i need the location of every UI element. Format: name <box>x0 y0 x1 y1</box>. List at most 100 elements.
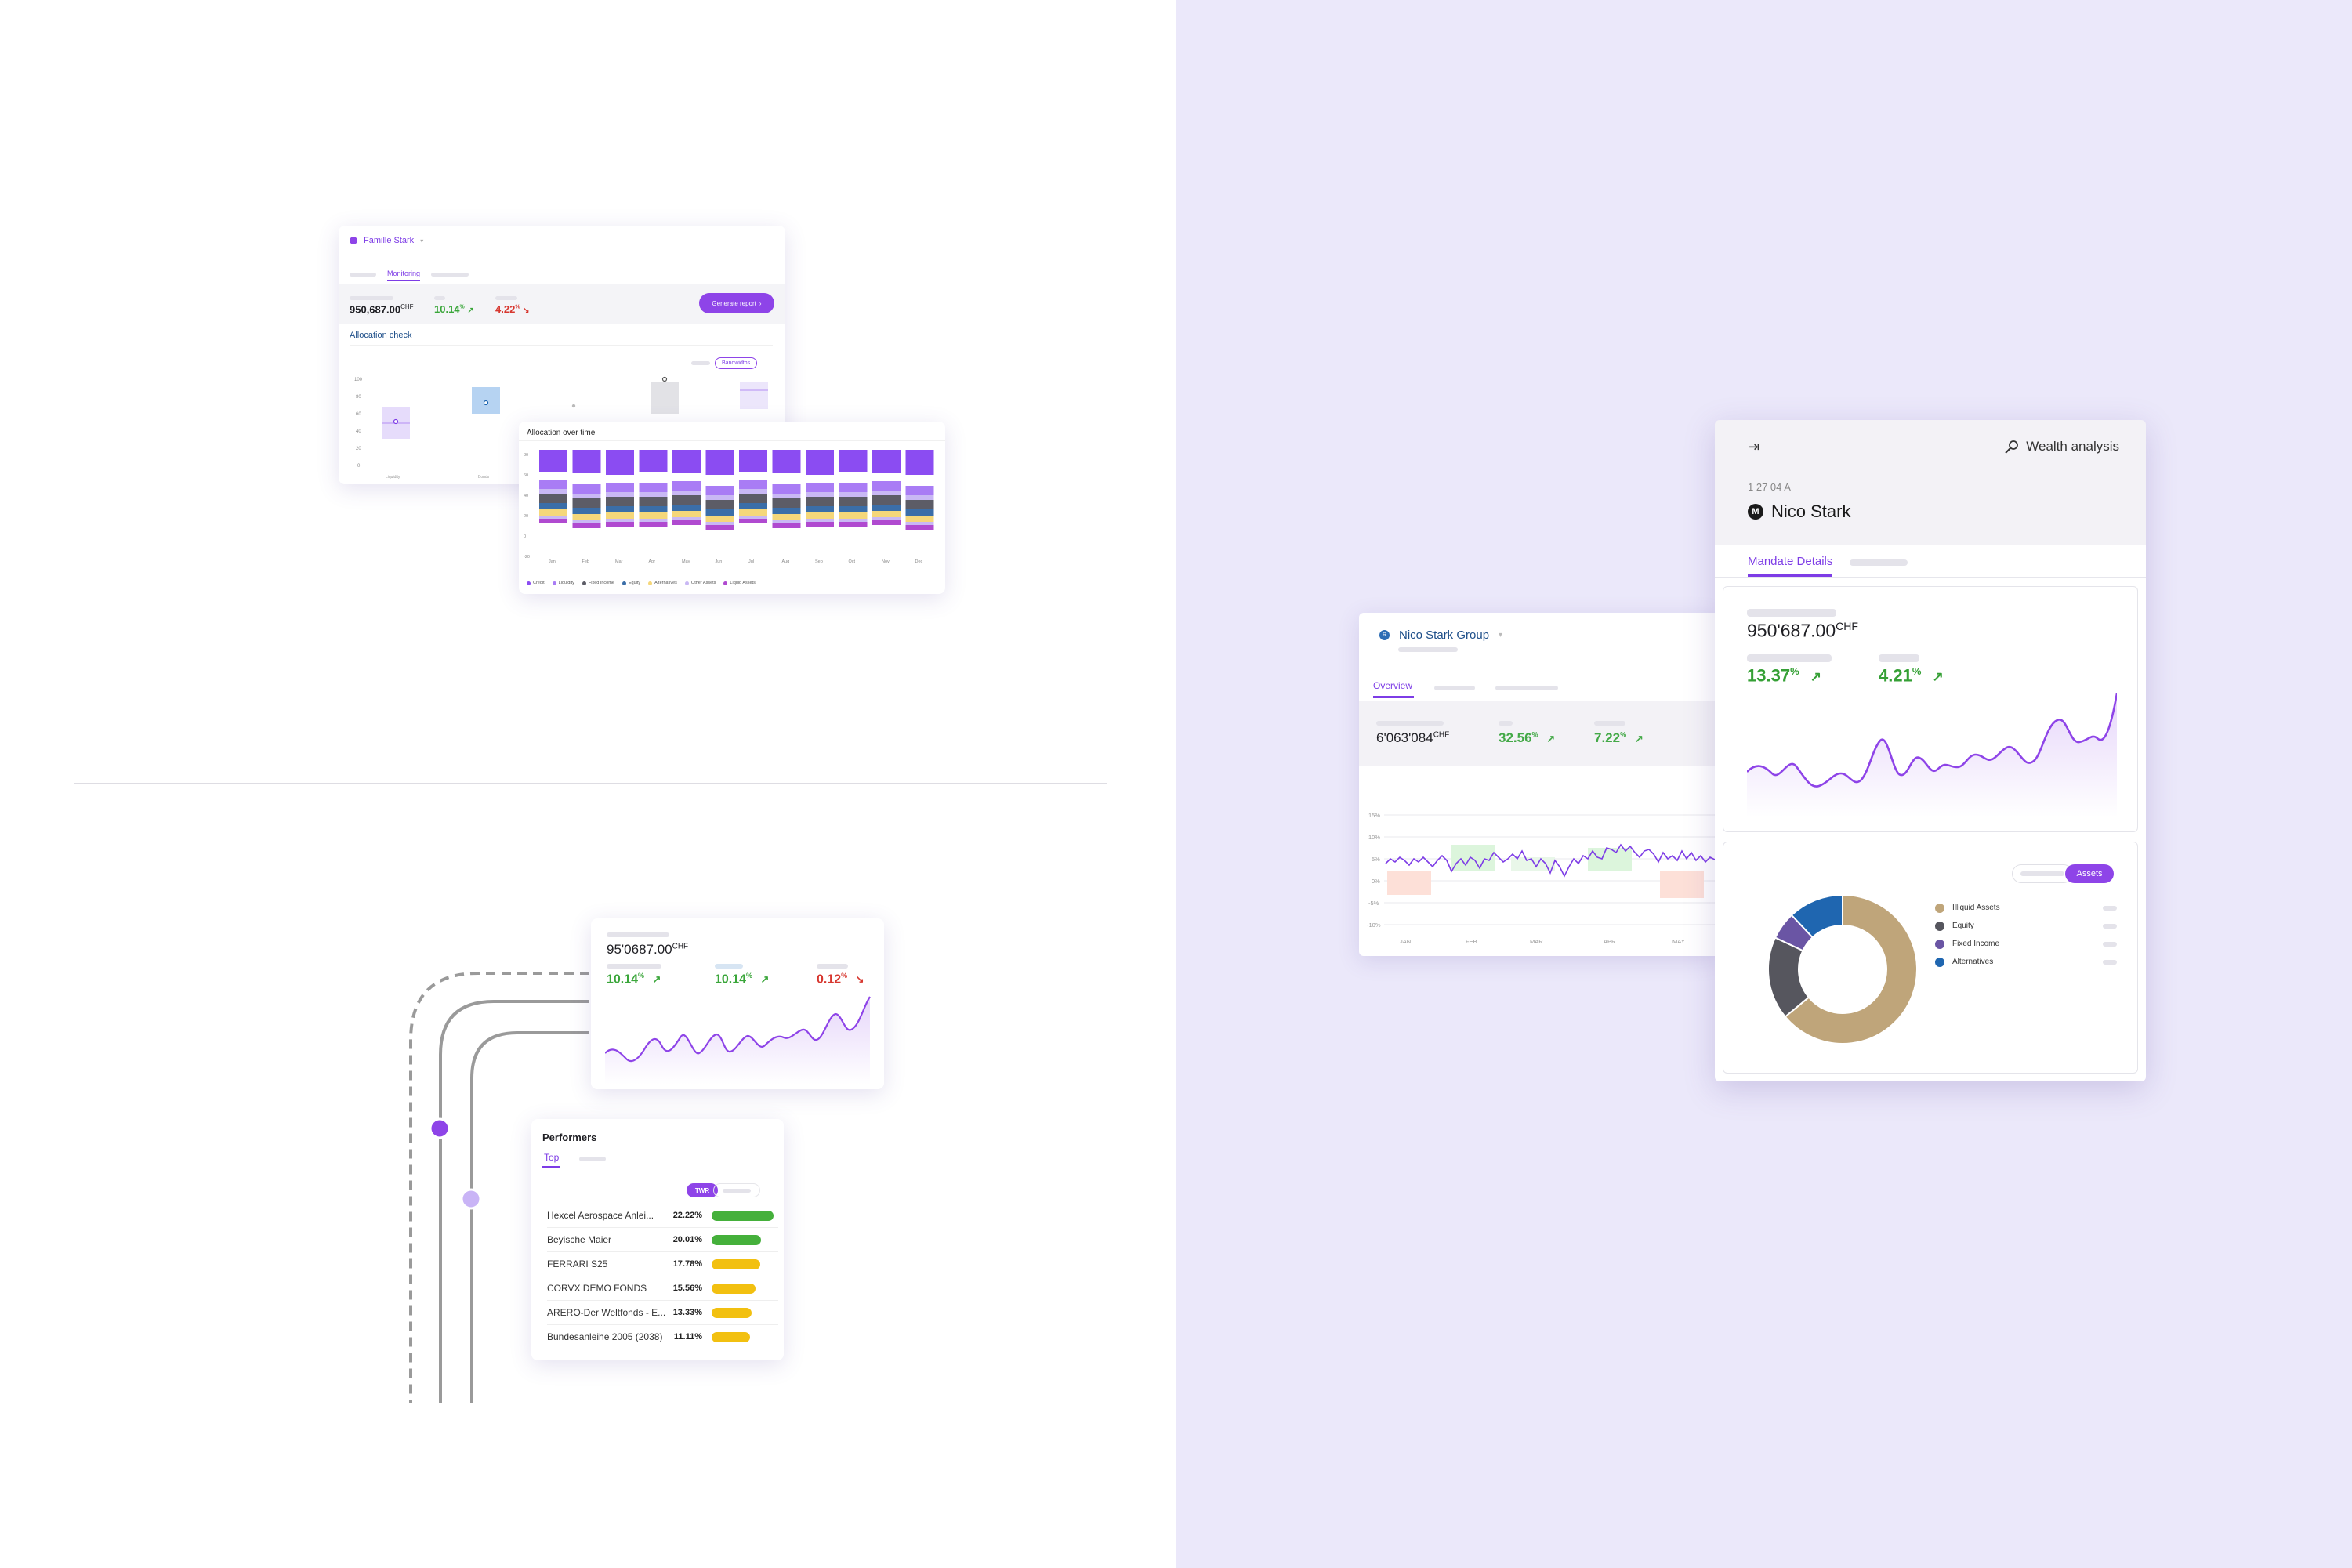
legend-label: Fixed Income <box>588 581 614 585</box>
family-title[interactable]: Famille Stark <box>364 236 415 245</box>
stacked-bar-segment <box>772 450 801 473</box>
x-tick-month: May <box>682 559 690 564</box>
legend-item[interactable]: Credit <box>527 581 545 585</box>
performer-row[interactable]: CORVX DEMO FONDS 15.56% <box>547 1276 778 1301</box>
timeline-node-active[interactable] <box>429 1117 451 1139</box>
y-tick: 80 <box>356 395 361 400</box>
label-placeholder <box>1376 721 1444 726</box>
group-title[interactable]: Nico Stark Group <box>1399 628 1490 642</box>
performer-row[interactable]: FERRARI S25 17.78% <box>547 1252 778 1276</box>
label-placeholder <box>350 296 393 300</box>
performer-name: FERRARI S25 <box>547 1258 608 1269</box>
toggle-placeholder[interactable] <box>713 1183 760 1197</box>
donut-slice[interactable] <box>1790 893 1843 939</box>
stacked-bar-segment <box>572 450 601 473</box>
group-card: R Nico Stark Group ▾ Overview 6'063'084C… <box>1359 613 1720 956</box>
wealth-value-card: 950'687.00CHF 13.37% ↗ 4.21% ↗ <box>1723 586 2138 832</box>
stacked-bar-segment <box>672 491 701 495</box>
summary-line-chart <box>605 996 871 1085</box>
stacked-bar-segment <box>739 509 767 516</box>
stacked-bar-segment <box>572 484 601 494</box>
performer-bar <box>712 1283 756 1294</box>
tab-placeholder[interactable] <box>1495 686 1559 690</box>
pct-unit: % <box>1912 665 1922 677</box>
stacked-bar-segment <box>806 512 834 519</box>
legend-item[interactable]: Alternatives <box>648 581 677 585</box>
negative-bar <box>1387 871 1431 895</box>
pct-unit: % <box>459 304 465 310</box>
value-placeholder <box>2103 959 2117 965</box>
legend-label: Alternatives <box>1952 958 1994 966</box>
performer-row[interactable]: Bundesanleihe 2005 (2038) 11.11% <box>547 1325 778 1349</box>
legend-label: Alternatives <box>654 581 677 585</box>
stacked-bar-segment <box>772 484 801 494</box>
arrow-down-icon: ↘ <box>523 306 530 315</box>
bandwidths-toggle[interactable]: Bandwidths <box>715 357 758 369</box>
legend-label: Equity <box>1952 922 1974 930</box>
tab-overview[interactable]: Overview <box>1373 680 1415 698</box>
stacked-bar-segment <box>639 492 668 497</box>
wealth-analysis-icon <box>2005 440 2019 454</box>
stacked-bar-segment <box>606 519 634 522</box>
stacked-bar-segment <box>772 523 801 528</box>
group-kpi-strip <box>1359 701 1720 766</box>
legend-item[interactable]: Equity <box>622 581 640 585</box>
y-tick: 80 <box>524 453 528 458</box>
stacked-bar-segment <box>705 450 734 475</box>
tab-placeholder[interactable] <box>1850 559 1908 566</box>
stacked-bar-segment <box>872 505 901 511</box>
stacked-bar-segment <box>606 512 634 519</box>
legend-item[interactable]: Fixed Income <box>582 581 614 585</box>
x-label: Liquidity <box>386 475 400 480</box>
twr-toggle[interactable]: TWR <box>687 1183 718 1197</box>
donut-slice[interactable] <box>1784 893 1918 1045</box>
toggle-placeholder[interactable] <box>691 361 710 365</box>
performer-row[interactable]: ARERO-Der Weltfonds - E... 13.33% <box>547 1301 778 1325</box>
stacked-bar-segment <box>839 450 868 472</box>
assets-toggle[interactable]: Assets <box>2065 864 2114 883</box>
stacked-bar-segment <box>905 500 934 509</box>
donut-legend-item[interactable]: Fixed Income <box>1935 935 2117 953</box>
performer-name: CORVX DEMO FONDS <box>547 1283 647 1294</box>
collapse-panel-icon[interactable]: ⇥ <box>1748 439 1760 454</box>
tab-placeholder[interactable] <box>1434 686 1476 690</box>
stacked-bar-segment <box>539 450 567 472</box>
positive-bar <box>1451 845 1495 871</box>
stacked-bar-segment <box>905 525 934 530</box>
x-tick-month: Jan <box>549 559 556 564</box>
stacked-bar-segment <box>539 509 567 516</box>
stacked-bar-segment <box>572 498 601 508</box>
tab-mandate-details[interactable]: Mandate Details <box>1748 555 1833 577</box>
arrow-up-icon: ↗ <box>1634 733 1644 744</box>
donut-legend-item[interactable]: Illiquid Assets <box>1935 899 2117 917</box>
tab-top[interactable]: Top <box>542 1152 561 1168</box>
tab-monitoring[interactable]: Monitoring <box>387 270 421 281</box>
stacked-bar-segment <box>705 509 734 516</box>
performer-name: Hexcel Aerospace Anlei... <box>547 1210 654 1221</box>
chevron-down-icon[interactable]: ▾ <box>1499 631 1503 639</box>
legend-dot <box>1935 957 1944 967</box>
donut-legend-item[interactable]: Equity <box>1935 917 2117 935</box>
chevron-down-icon[interactable]: ▾ <box>420 237 424 244</box>
arrow-up-icon: ↗ <box>652 973 661 986</box>
stacked-bar-segment <box>739 494 767 503</box>
performer-row[interactable]: Beyische Maier 20.01% <box>547 1228 778 1252</box>
performer-row[interactable]: Hexcel Aerospace Anlei... 22.22% <box>547 1204 778 1228</box>
marker <box>571 404 576 408</box>
donut-legend-item[interactable]: Alternatives <box>1935 953 2117 971</box>
tab-placeholder[interactable] <box>350 273 376 277</box>
legend-dot <box>552 581 556 585</box>
performer-value: 17.78% <box>672 1259 702 1269</box>
toggle-placeholder[interactable] <box>2012 864 2073 883</box>
legend-item[interactable]: Liquidity <box>552 581 574 585</box>
family-icon <box>350 237 357 244</box>
legend-item[interactable]: Liquid Assets <box>723 581 756 585</box>
value-placeholder <box>2103 941 2117 947</box>
tab-placeholder[interactable] <box>579 1157 607 1161</box>
x-tick-month: Feb <box>582 559 589 564</box>
legend-item[interactable]: Other Assets <box>684 581 716 585</box>
timeline-node[interactable] <box>460 1188 482 1210</box>
generate-report-button[interactable]: Generate report › <box>699 293 774 313</box>
y-tick: -20 <box>524 555 530 559</box>
tab-placeholder[interactable] <box>431 273 469 277</box>
